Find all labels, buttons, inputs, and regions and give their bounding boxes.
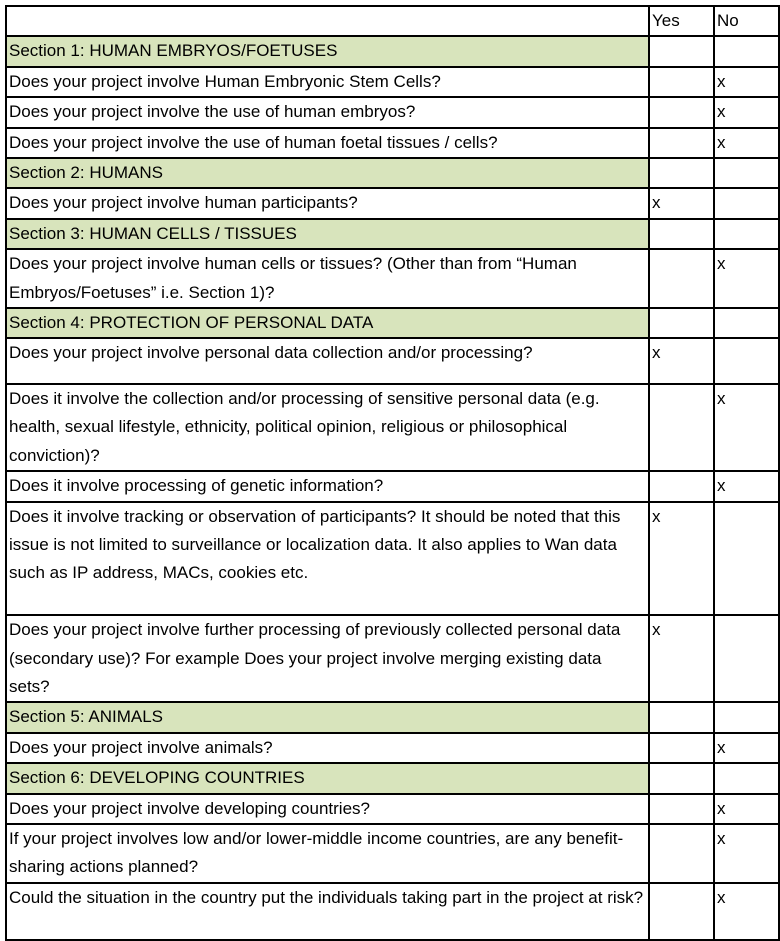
question-text: If your project involves low and/or lowe… <box>5 822 650 884</box>
yes-answer-cell[interactable] <box>648 96 715 129</box>
question-row: If your project involves low and/or lowe… <box>5 822 780 884</box>
yes-answer-cell[interactable] <box>648 248 715 310</box>
yes-answer-cell[interactable] <box>648 382 715 473</box>
no-answer-cell[interactable]: x <box>713 248 780 310</box>
section-no-blank-cell <box>713 701 780 734</box>
header-blank-cell <box>5 4 650 38</box>
question-row: Does your project involve further proces… <box>5 614 780 704</box>
question-text: Does it involve the collection and/or pr… <box>5 382 650 473</box>
section-row: Section 1: HUMAN EMBRYOS/FOETUSES <box>5 35 780 68</box>
section-no-blank-cell <box>713 217 780 251</box>
section-row: Section 3: HUMAN CELLS / TISSUES <box>5 217 780 251</box>
section-title: Section 5: ANIMALS <box>5 701 650 734</box>
question-row: Does it involve the collection and/or pr… <box>5 382 780 473</box>
no-answer-cell[interactable]: x <box>713 126 780 160</box>
question-row: Does it involve processing of genetic in… <box>5 470 780 503</box>
section-row: Section 2: HUMANS <box>5 157 780 190</box>
yes-answer-cell[interactable] <box>648 881 715 941</box>
question-text: Does your project involve the use of hum… <box>5 126 650 160</box>
section-title: Section 1: HUMAN EMBRYOS/FOETUSES <box>5 35 650 68</box>
question-row: Does your project involve animals? x <box>5 731 780 765</box>
yes-answer-cell[interactable]: x <box>648 614 715 704</box>
no-answer-cell[interactable]: x <box>713 792 780 825</box>
question-row: Does it involve tracking or observation … <box>5 500 780 617</box>
question-row: Does your project involve developing cou… <box>5 792 780 825</box>
no-answer-cell[interactable]: x <box>713 881 780 941</box>
no-column-header: No <box>713 4 780 38</box>
section-yes-blank-cell <box>648 157 715 190</box>
section-no-blank-cell <box>713 307 780 340</box>
question-row: Does your project involve Human Embryoni… <box>5 65 780 99</box>
question-row: Could the situation in the country put t… <box>5 881 780 941</box>
question-text: Does it involve processing of genetic in… <box>5 470 650 503</box>
question-text: Does your project involve personal data … <box>5 337 650 385</box>
yes-answer-cell[interactable] <box>648 822 715 884</box>
question-text: Does it involve tracking or observation … <box>5 500 650 617</box>
question-text: Does your project involve human cells or… <box>5 248 650 310</box>
no-answer-cell[interactable]: x <box>713 96 780 129</box>
question-row: Does your project involve human particip… <box>5 187 780 220</box>
no-answer-cell[interactable] <box>713 337 780 385</box>
yes-answer-cell[interactable]: x <box>648 187 715 220</box>
question-text: Does your project involve further proces… <box>5 614 650 704</box>
section-row: Section 6: DEVELOPING COUNTRIES <box>5 762 780 795</box>
question-row: Does your project involve the use of hum… <box>5 96 780 129</box>
section-no-blank-cell <box>713 157 780 190</box>
question-text: Does your project involve developing cou… <box>5 792 650 825</box>
no-answer-cell[interactable] <box>713 500 780 617</box>
question-text: Does your project involve Human Embryoni… <box>5 65 650 99</box>
no-answer-cell[interactable]: x <box>713 470 780 503</box>
question-row: Does your project involve the use of hum… <box>5 126 780 160</box>
section-title: Section 3: HUMAN CELLS / TISSUES <box>5 217 650 251</box>
question-row: Does your project involve personal data … <box>5 337 780 385</box>
section-no-blank-cell <box>713 35 780 68</box>
section-title: Section 4: PROTECTION OF PERSONAL DATA <box>5 307 650 340</box>
yes-answer-cell[interactable]: x <box>648 500 715 617</box>
no-answer-cell[interactable]: x <box>713 382 780 473</box>
yes-answer-cell[interactable] <box>648 126 715 160</box>
section-no-blank-cell <box>713 762 780 795</box>
section-yes-blank-cell <box>648 701 715 734</box>
no-answer-cell[interactable] <box>713 614 780 704</box>
question-text: Does your project involve human particip… <box>5 187 650 220</box>
yes-answer-cell[interactable] <box>648 731 715 765</box>
section-row: Section 4: PROTECTION OF PERSONAL DATA <box>5 307 780 340</box>
yes-answer-cell[interactable]: x <box>648 337 715 385</box>
section-title: Section 2: HUMANS <box>5 157 650 190</box>
yes-column-header: Yes <box>648 4 715 38</box>
question-text: Does your project involve the use of hum… <box>5 96 650 129</box>
question-text: Does your project involve animals? <box>5 731 650 765</box>
section-yes-blank-cell <box>648 307 715 340</box>
section-yes-blank-cell <box>648 35 715 68</box>
section-row: Section 5: ANIMALS <box>5 701 780 734</box>
header-row: Yes No <box>5 4 780 38</box>
ethics-checklist-table: Yes No Section 1: HUMAN EMBRYOS/FOETUSES… <box>5 4 780 941</box>
question-row: Does your project involve human cells or… <box>5 248 780 310</box>
yes-answer-cell[interactable] <box>648 470 715 503</box>
no-answer-cell[interactable]: x <box>713 65 780 99</box>
section-yes-blank-cell <box>648 217 715 251</box>
section-title: Section 6: DEVELOPING COUNTRIES <box>5 762 650 795</box>
question-text: Could the situation in the country put t… <box>5 881 650 941</box>
yes-answer-cell[interactable] <box>648 792 715 825</box>
section-yes-blank-cell <box>648 762 715 795</box>
no-answer-cell[interactable]: x <box>713 822 780 884</box>
no-answer-cell[interactable] <box>713 187 780 220</box>
no-answer-cell[interactable]: x <box>713 731 780 765</box>
yes-answer-cell[interactable] <box>648 65 715 99</box>
